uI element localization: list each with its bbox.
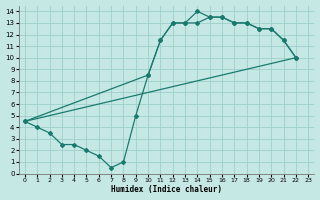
X-axis label: Humidex (Indice chaleur): Humidex (Indice chaleur) [111,185,222,194]
